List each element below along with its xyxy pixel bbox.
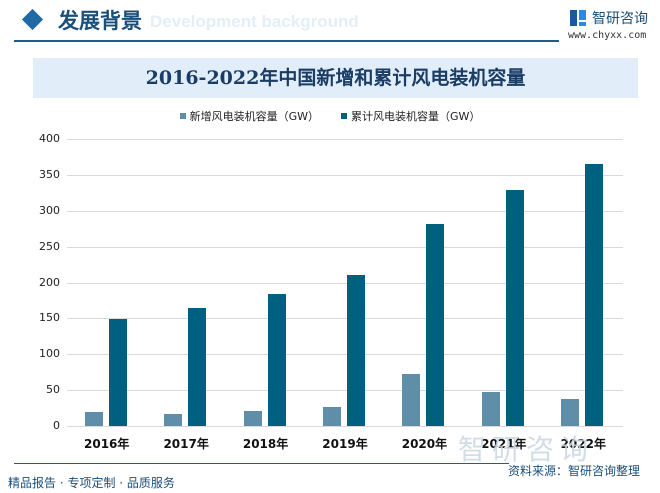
x-tick-label: 2020年 xyxy=(401,437,448,451)
header-divider xyxy=(14,40,559,42)
gridline xyxy=(67,426,623,427)
footer-divider xyxy=(14,463,509,464)
legend-item-cumulative: 累计风电装机容量（GW） xyxy=(341,108,480,124)
x-tick-label: 2019年 xyxy=(322,437,368,451)
gridline xyxy=(67,318,623,320)
y-tick-label: 200 xyxy=(39,275,60,289)
chart-legend: 新增风电装机容量（GW） 累计风电装机容量（GW） xyxy=(0,108,660,124)
bar-cumulative xyxy=(267,293,286,426)
y-tick-label: 50 xyxy=(46,383,60,397)
legend-swatch-cumulative xyxy=(341,113,347,119)
bar-cumulative xyxy=(505,189,524,426)
page-header: Development background 发展背景 智研咨询 www.chy… xyxy=(0,0,660,46)
diamond-bullet-icon xyxy=(21,8,44,31)
y-tick-label: 100 xyxy=(39,347,60,361)
bar-new xyxy=(164,413,183,426)
bar-cumulative xyxy=(426,223,445,426)
gridline xyxy=(67,210,623,212)
y-tick-label: 150 xyxy=(39,311,60,325)
chart-title: 2016-2022年中国新增和累计风电装机容量 xyxy=(145,67,526,89)
bar-new xyxy=(243,410,262,426)
legend-item-new: 新增风电装机容量（GW） xyxy=(179,108,319,124)
brand-url: www.chyxx.com xyxy=(568,30,647,41)
brand-logo-icon xyxy=(570,10,586,26)
bar-new xyxy=(481,391,500,426)
gridline xyxy=(67,139,623,140)
watermark: 智研咨询 xyxy=(458,433,595,466)
section-title: 发展背景 xyxy=(58,8,142,33)
bar-new xyxy=(323,407,341,426)
x-tick-label: 2017年 xyxy=(163,437,209,451)
bar-cumulative xyxy=(108,319,127,426)
x-tick-label: 2016年 xyxy=(84,437,130,451)
brand-logo: 智研咨询 xyxy=(570,8,648,28)
y-tick-label: 0 xyxy=(53,419,60,432)
bar-new xyxy=(84,412,103,426)
header-ghost-text: Development background xyxy=(150,12,359,31)
bar-new xyxy=(402,374,421,426)
gridline xyxy=(67,246,623,248)
gridline xyxy=(67,174,623,176)
source-note: 资料来源：智研咨询整理 xyxy=(508,464,641,478)
bar-cumulative xyxy=(188,308,207,426)
gridline xyxy=(67,354,623,356)
y-tick-label: 350 xyxy=(39,167,60,181)
bar-cumulative xyxy=(585,164,604,426)
gridline xyxy=(67,282,623,284)
footer-slogan: 精品报告 · 专项定制 · 品质服务 xyxy=(8,476,175,490)
y-tick-label: 400 xyxy=(39,132,60,145)
bar-new xyxy=(561,398,580,426)
chart-title-band: 2016-2022年中国新增和累计风电装机容量 xyxy=(33,58,638,98)
legend-label-cumulative: 累计风电装机容量（GW） xyxy=(351,110,481,123)
brand-name: 智研咨询 xyxy=(592,11,648,27)
legend-label-new: 新增风电装机容量（GW） xyxy=(189,110,319,123)
x-tick-label: 2022年 xyxy=(560,437,606,451)
bar-cumulative xyxy=(347,275,365,426)
x-tick-label: 2021年 xyxy=(481,437,527,451)
y-tick-label: 300 xyxy=(39,203,60,217)
legend-swatch-new xyxy=(179,113,186,119)
x-tick-label: 2018年 xyxy=(242,437,289,451)
y-tick-label: 250 xyxy=(39,239,60,253)
gridline xyxy=(67,390,623,392)
plot-area: 0 50 100 150 200 250 300 350 400 2016年 2017年 2018年 2… xyxy=(39,132,623,451)
